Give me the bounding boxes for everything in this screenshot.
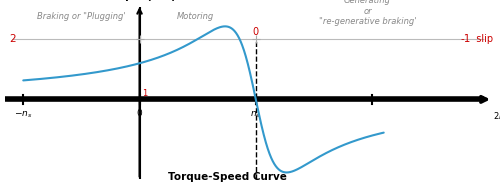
Text: Torque (Nm): Torque (Nm): [103, 0, 176, 1]
Text: 0: 0: [253, 27, 259, 37]
Text: 2: 2: [10, 34, 16, 44]
Text: $n_s$: $n_s$: [250, 109, 262, 120]
Text: 0: 0: [136, 109, 142, 118]
Text: Motoring: Motoring: [176, 12, 214, 21]
Text: slip: slip: [470, 34, 493, 44]
Text: $-n_s$: $-n_s$: [14, 109, 32, 120]
Text: -1: -1: [460, 34, 471, 44]
Text: Torque-Speed Curve: Torque-Speed Curve: [168, 172, 288, 182]
Text: $2n_s$  Speed (rpm): $2n_s$ Speed (rpm): [493, 110, 500, 123]
Text: 1: 1: [142, 89, 147, 98]
Text: Generating
or
"re-generative braking': Generating or "re-generative braking': [318, 0, 416, 26]
Text: Braking or "Plugging': Braking or "Plugging': [37, 12, 126, 21]
